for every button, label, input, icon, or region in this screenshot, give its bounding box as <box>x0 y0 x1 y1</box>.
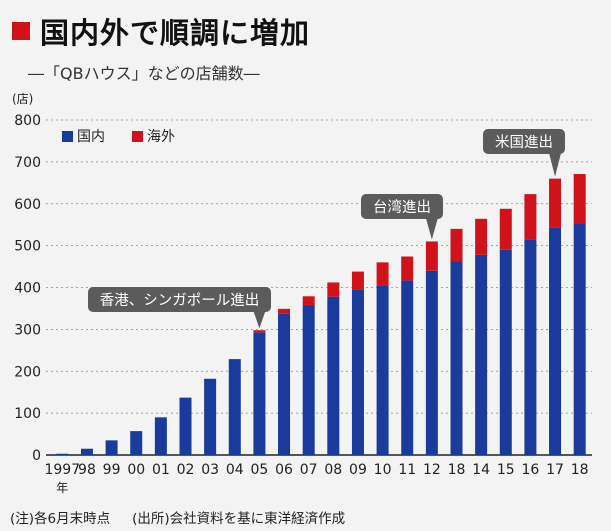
legend-label-domestic: 国内 <box>77 129 105 145</box>
legend-swatch-overseas <box>132 131 143 142</box>
bar-domestic <box>204 378 217 455</box>
bar-domestic <box>130 431 143 455</box>
x-tick-label: 02 <box>177 462 195 478</box>
bar-domestic <box>253 332 266 455</box>
y-tick-label: 200 <box>14 364 41 380</box>
chart-subtitle: ―「QBハウス」などの店舗数― <box>28 64 260 83</box>
bar-overseas <box>573 174 586 224</box>
bar-overseas <box>549 178 562 228</box>
x-tick-label: 04 <box>226 462 244 478</box>
x-tick-label: 12 <box>423 462 441 478</box>
footer-source: (出所)会社資料を基に東洋経済作成 <box>132 511 346 527</box>
x-tick-label: 18 <box>448 462 466 478</box>
bar-domestic <box>401 280 414 455</box>
title-square-marker <box>12 22 30 40</box>
y-tick-label: 400 <box>14 281 41 297</box>
bar-overseas <box>401 256 414 281</box>
callout-pointer <box>549 153 562 177</box>
bar-domestic <box>475 254 488 455</box>
x-tick-label: 10 <box>374 462 392 478</box>
callout-label: 台湾進出 <box>373 199 431 216</box>
bar-overseas <box>524 194 537 240</box>
callout-pointer <box>425 218 438 240</box>
legend-label-overseas: 海外 <box>147 129 175 145</box>
bar-domestic <box>327 296 340 455</box>
bar-overseas <box>351 271 364 290</box>
x-tick-label: 11 <box>398 462 416 478</box>
bar-domestic <box>524 239 537 455</box>
bar-domestic <box>302 305 315 455</box>
x-tick-label: 00 <box>127 462 145 478</box>
bar-overseas <box>499 208 512 250</box>
bar-overseas <box>376 262 389 286</box>
y-tick-label: 0 <box>32 448 41 464</box>
bar-domestic <box>499 249 512 455</box>
bar-overseas <box>450 228 463 262</box>
y-tick-label: 500 <box>14 239 41 255</box>
bar-domestic <box>351 289 364 455</box>
x-tick-label: 03 <box>201 462 219 478</box>
footer: (注)各6月末時点 (出所)会社資料を基に東洋経済作成 <box>10 507 345 527</box>
x-tick-label: 16 <box>521 462 539 478</box>
x-tick-label: 18 <box>571 462 589 478</box>
x-tick-label: 98 <box>78 462 96 478</box>
bar-domestic <box>179 397 192 455</box>
x-tick-label: 17 <box>546 462 564 478</box>
x-tick-label: 15 <box>497 462 515 478</box>
chart-title: 国内外で順調に増加 <box>40 16 311 50</box>
x-tick-label: 1997 <box>44 462 80 478</box>
x-tick-label: 14 <box>472 462 490 478</box>
x-tick-label: 08 <box>324 462 342 478</box>
y-tick-label: 100 <box>14 406 41 422</box>
x-tick-label: 07 <box>300 462 318 478</box>
callout-pointer <box>253 311 266 329</box>
x-tick-label: 99 <box>103 462 121 478</box>
callout-box <box>88 287 271 312</box>
bar-overseas <box>327 282 340 297</box>
bar-overseas <box>475 218 488 255</box>
legend-swatch-domestic <box>62 131 73 142</box>
x-tick-sublabel: 年 <box>56 481 68 495</box>
x-tick-label: 05 <box>250 462 268 478</box>
bar-domestic <box>425 270 438 455</box>
callout-box <box>361 194 443 219</box>
y-tick-label: 700 <box>14 155 41 171</box>
bar-overseas <box>302 296 315 306</box>
y-tick-label: 600 <box>14 197 41 213</box>
bar-domestic <box>278 313 291 455</box>
bar-domestic <box>549 227 562 455</box>
title-block: 国内外で順調に増加 <box>12 10 310 52</box>
x-tick-label: 06 <box>275 462 293 478</box>
x-tick-label: 01 <box>152 462 170 478</box>
callout-label: 香港、シンガポール進出 <box>100 292 260 309</box>
bar-domestic <box>56 453 69 455</box>
bar-overseas <box>253 330 266 333</box>
bar-domestic <box>573 223 586 455</box>
bar-domestic <box>105 440 118 455</box>
y-tick-label: 800 <box>14 113 41 129</box>
x-tick-label: 09 <box>349 462 367 478</box>
y-tick-label: 300 <box>14 322 41 338</box>
callout-label: 米国進出 <box>495 134 553 151</box>
bar-overseas <box>425 241 438 271</box>
y-axis-unit-label: (店) <box>12 92 33 106</box>
bar-domestic <box>228 359 241 455</box>
bar-domestic <box>450 261 463 455</box>
bar-overseas <box>278 308 291 314</box>
bar-domestic <box>154 417 167 455</box>
bar-domestic <box>376 285 389 455</box>
bar-domestic <box>80 448 93 455</box>
footer-note: (注)各6月末時点 <box>10 511 111 527</box>
callout-box <box>483 129 565 154</box>
